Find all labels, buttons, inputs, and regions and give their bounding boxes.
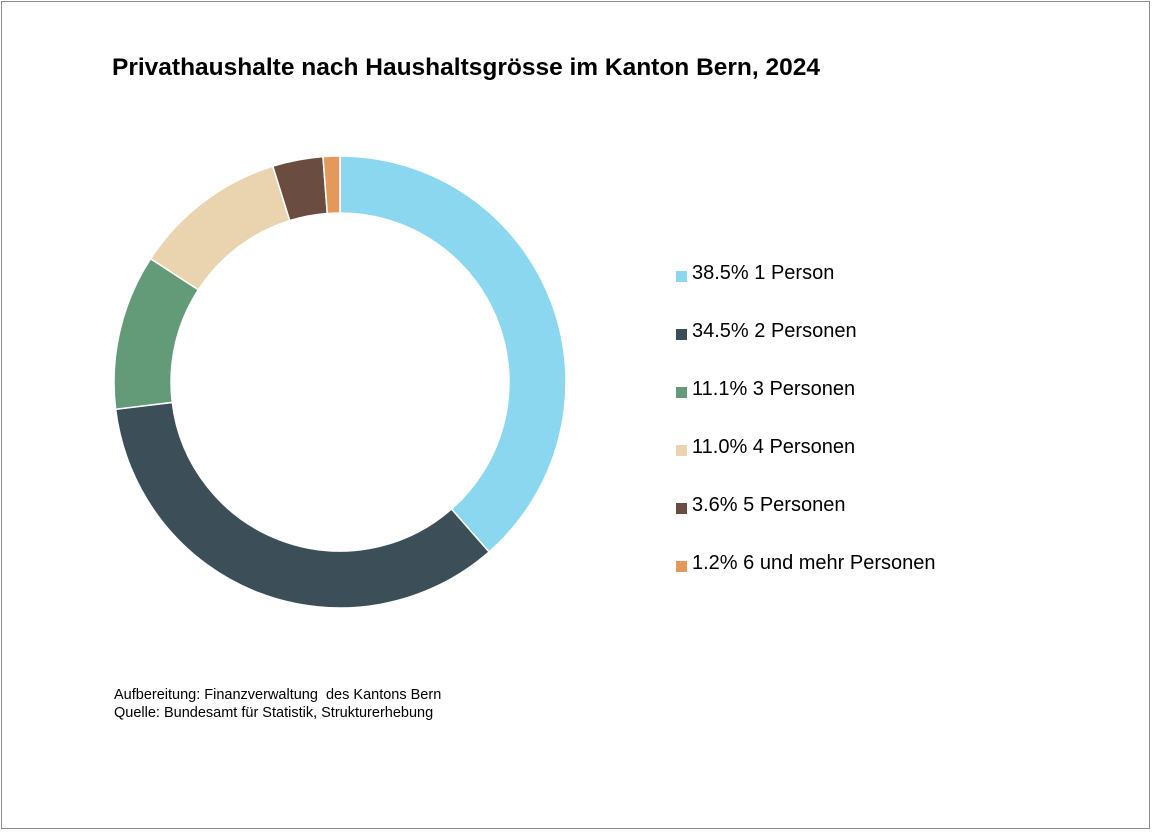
legend-swatch [676, 387, 687, 398]
legend-item-4: 11.0% 4 Personen [676, 436, 936, 494]
footer-source: Quelle: Bundesamt für Statistik, Struktu… [114, 705, 434, 721]
legend-item-2: 34.5% 2 Personen [676, 320, 936, 378]
legend-label: 38.5% 1 Person [692, 262, 835, 284]
legend-swatch [676, 503, 687, 514]
legend-item-1: 38.5% 1 Person [676, 262, 936, 320]
chart-title: Privathaushalte nach Haushaltsgrösse im … [112, 54, 821, 81]
legend-label: 34.5% 2 Personen [692, 320, 857, 342]
legend-label: 1.2% 6 und mehr Personen [692, 552, 936, 574]
donut-slice-6 [322, 155, 341, 215]
donut-slice-2 [114, 401, 491, 609]
legend-item-5: 3.6% 5 Personen [676, 494, 936, 552]
chart-footer: Aufbereitung: Finanzverwaltung des Kanto… [114, 686, 441, 722]
legend-item-3: 11.1% 3 Personen [676, 378, 936, 436]
donut-slice-1 [339, 155, 567, 553]
legend-label: 11.0% 4 Personen [692, 436, 856, 458]
legend: 38.5% 1 Person 34.5% 2 Personen 11.1% 3 Pe… [676, 262, 936, 610]
legend-swatch [676, 271, 687, 282]
legend-swatch [676, 329, 687, 340]
legend-swatch [676, 561, 687, 572]
legend-label: 3.6% 5 Personen [692, 494, 846, 516]
footer-credit: Aufbereitung: Finanzverwaltung des Kanto… [114, 687, 442, 703]
donut-slice-4 [149, 165, 291, 291]
legend-item-6: 1.2% 6 und mehr Personen [676, 552, 936, 610]
legend-swatch [676, 445, 687, 456]
legend-label: 11.1% 3 Personen [692, 378, 856, 400]
